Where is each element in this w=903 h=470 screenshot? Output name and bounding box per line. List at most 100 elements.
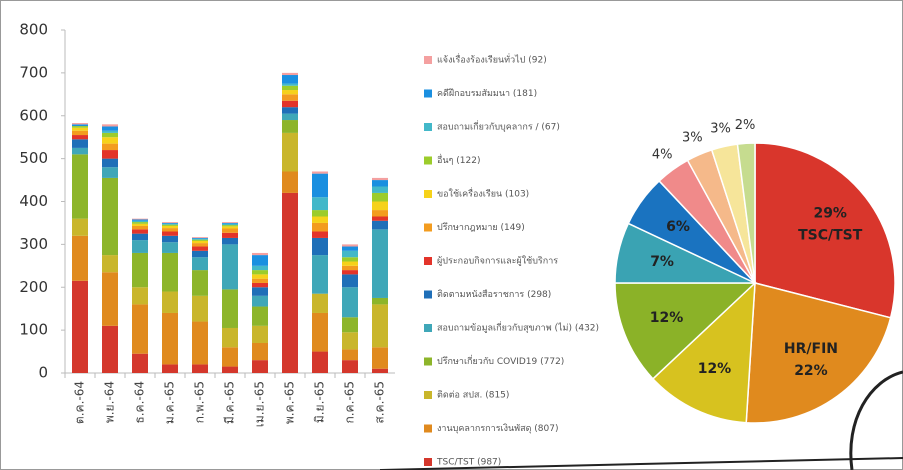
bar-segment (372, 221, 388, 230)
legend-swatch (424, 458, 432, 466)
y-tick-label: 800 (19, 21, 48, 39)
bar-segment (222, 238, 238, 244)
bar-segment (222, 233, 238, 238)
bar-segment (192, 241, 208, 243)
bar-segment (132, 253, 148, 287)
bar-segment (132, 226, 148, 229)
x-tick-label: ต.ค.-64 (73, 381, 87, 424)
bar-segment (312, 223, 328, 232)
bar-segment (342, 360, 358, 373)
bar-segment (192, 364, 208, 373)
pie-value-label: 6% (666, 219, 690, 235)
legend-swatch (424, 324, 432, 332)
legend-swatch (424, 291, 432, 299)
bar-segment (282, 133, 298, 172)
y-tick-label: 400 (19, 192, 48, 210)
y-tick-label: 600 (19, 106, 48, 124)
pie-value-label: 29% (813, 206, 847, 222)
legend-label: คดีฝึกอบรมสัมมนา (181) (437, 88, 537, 99)
bar-segment (342, 257, 358, 261)
bar-segment (252, 283, 268, 287)
bar-segment (282, 101, 298, 107)
legend-label: อื่นๆ (122) (437, 153, 480, 166)
bar-segment (372, 217, 388, 221)
pie-value-label: 22% (794, 363, 828, 379)
bar-segment (252, 307, 268, 326)
legend-label: ขอใช้เครื่องเรียน (103) (437, 187, 529, 200)
decor-curve (851, 372, 903, 470)
bar-segment (312, 171, 328, 173)
x-tick-label: มิ.ย.-65 (313, 381, 327, 423)
legend-swatch (424, 391, 432, 399)
bar-segment (102, 272, 118, 326)
bar-segment (222, 328, 238, 347)
bar-segment (132, 354, 148, 373)
bar-segment (282, 75, 298, 84)
bar-segment (312, 217, 328, 223)
bar-segment (192, 239, 208, 240)
legend-label: ติดต่อ สปส. (815) (437, 390, 509, 401)
bar-segment (252, 270, 268, 274)
bar-segment (132, 287, 148, 304)
pie-category-label: HR/FIN (784, 341, 838, 357)
bar-segment (192, 247, 208, 251)
legend-label: สอบถามเกี่ยวกับบุคลากร / (67) (437, 120, 560, 133)
bar-segment (222, 289, 238, 328)
pie-value-label: 7% (650, 254, 674, 270)
bar-segment (222, 224, 238, 225)
legend-label: งานบุคลากรการเงินพัสดุ (807) (437, 423, 558, 434)
bar-segment (102, 178, 118, 255)
bar-segment (192, 238, 208, 239)
bar-segment (312, 294, 328, 313)
pie-value-label: 2% (735, 118, 756, 133)
bar-segment (102, 126, 118, 130)
pie-value-label: 4% (652, 148, 673, 163)
bar-segment (132, 304, 148, 353)
bar-segment (342, 244, 358, 246)
bar-segment (282, 114, 298, 120)
bar-segment (162, 236, 178, 242)
bar-segment (72, 139, 88, 148)
pie-category-label: TSC/TST (798, 228, 863, 244)
x-tick-label: พ.ย.-64 (103, 381, 117, 423)
bar-segment (162, 292, 178, 313)
bar-segment (72, 123, 88, 124)
bar-segment (372, 193, 388, 202)
legend-swatch (424, 190, 432, 198)
bar-segment (102, 150, 118, 159)
x-tick-label: เม.ย.-65 (253, 381, 267, 427)
bar-segment (72, 281, 88, 373)
bar-segment (342, 349, 358, 360)
bar-segment (162, 313, 178, 364)
bar-segment (372, 369, 388, 373)
bar-segment (282, 86, 298, 90)
bar-segment (72, 135, 88, 139)
bar-segment (282, 90, 298, 94)
bar-segment (162, 242, 178, 253)
bar-segment (342, 251, 358, 257)
y-tick-label: 700 (19, 63, 48, 81)
bar-segment (102, 144, 118, 150)
x-tick-label: ธ.ค.-64 (133, 381, 147, 424)
legend-label: ผู้ประกอบกิจการและผู้ใช้บริการ (437, 256, 558, 267)
legend-label: แจ้งเรื่องร้องเรียนทั่วไป (92) (437, 53, 547, 66)
bar-segment (162, 222, 178, 223)
bar-segment (132, 221, 148, 222)
bar-segment (192, 240, 208, 241)
legend-label: สอบถามข้อมูลเกี่ยวกับสุขภาพ (ไม่) (432) (437, 321, 599, 334)
x-tick-label: พ.ค.-65 (283, 381, 297, 424)
bar-segment (222, 229, 238, 233)
bar-segment (252, 274, 268, 278)
bar-segment (372, 304, 388, 347)
bar-segment (162, 223, 178, 224)
x-tick-label: ส.ค.-65 (373, 381, 387, 424)
bar-segment (102, 255, 118, 272)
legend-swatch (424, 358, 432, 366)
bar-segment (252, 360, 268, 373)
bar-segment (282, 171, 298, 192)
bar-segment (132, 222, 148, 224)
bar-segment (282, 84, 298, 86)
bar-segment (342, 262, 358, 266)
bar-segment (222, 367, 238, 373)
bar-segment (162, 228, 178, 231)
